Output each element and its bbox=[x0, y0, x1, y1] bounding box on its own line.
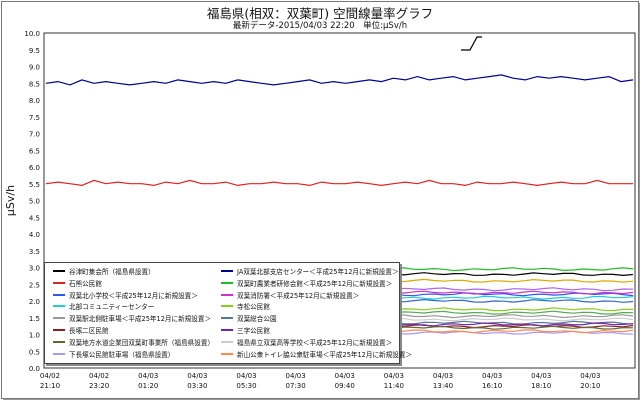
legend-label: 双葉町農業者研修会館＜平成25年12月に新規設置＞ bbox=[237, 279, 393, 288]
y-tick-label: 2.0 bbox=[29, 298, 40, 306]
legend-swatch bbox=[221, 317, 233, 320]
x-tick-date: 04/03 bbox=[580, 372, 600, 380]
y-tick-label: 3.0 bbox=[29, 265, 40, 273]
x-tick-time: 23:20 bbox=[89, 382, 109, 390]
legend-swatch bbox=[53, 329, 65, 331]
legend-label: 三字公民館 bbox=[237, 327, 270, 335]
x-tick-time: 21:10 bbox=[40, 382, 60, 390]
x-tick-date: 04/03 bbox=[335, 372, 355, 380]
x-tick-time: 20:10 bbox=[580, 382, 600, 390]
x-tick-time: 03:30 bbox=[187, 382, 207, 390]
legend-swatch bbox=[53, 270, 65, 272]
y-tick-label: 8.5 bbox=[29, 80, 40, 88]
y-tick-label: 4.5 bbox=[29, 214, 40, 222]
legend-label: 新山公衆トイレ脇公衆駐車場＜平成25年12月に新規設置＞ bbox=[237, 350, 413, 359]
x-tick-date: 04/03 bbox=[433, 372, 453, 380]
y-tick-label: 6.0 bbox=[29, 164, 40, 172]
y-tick-label: 1.0 bbox=[29, 332, 40, 340]
x-tick-time: 09:40 bbox=[335, 382, 355, 390]
y-tick-label: 7.0 bbox=[29, 131, 40, 139]
legend-swatch bbox=[53, 305, 65, 308]
x-tick-date: 04/02 bbox=[40, 372, 60, 380]
legend: 谷津町集会所（福島県設置） JA双葉北部支店センター＜平成25年12月に新規設置＞… bbox=[44, 262, 412, 364]
y-tick-label: 5.0 bbox=[29, 198, 40, 206]
legend-swatch bbox=[221, 305, 233, 308]
legend-label: 谷津町集会所（福島県設置） bbox=[69, 268, 155, 276]
legend-label: 寺松公民館 bbox=[237, 303, 270, 312]
x-tick-time: 16:10 bbox=[482, 382, 502, 390]
x-tick-time: 07:30 bbox=[286, 382, 306, 390]
legend-label: 石熊公民館 bbox=[69, 279, 102, 288]
legend-label: JA双葉北部支店センター＜平成25年12月に新規設置＞ bbox=[237, 268, 399, 276]
legend-swatch bbox=[221, 270, 233, 272]
legend-swatch bbox=[53, 317, 65, 320]
x-tick-time: 11:40 bbox=[384, 382, 404, 390]
x-tick-date: 04/03 bbox=[236, 372, 256, 380]
y-tick-label: 2.5 bbox=[29, 281, 40, 289]
legend-swatch bbox=[221, 293, 233, 296]
series-line-series-2 bbox=[45, 179, 633, 187]
legend-swatch bbox=[221, 352, 233, 355]
y-tick-label: 5.5 bbox=[29, 181, 40, 189]
legend-label: 北部コミュニティーセンター bbox=[69, 303, 155, 312]
legend-label: 双葉総合公園 bbox=[237, 315, 277, 324]
y-tick-label: 4.0 bbox=[29, 231, 40, 239]
legend-label: 双葉地方水道企業団双葉町事業所（福島県設置） bbox=[69, 338, 215, 347]
y-tick-label: 8.0 bbox=[29, 97, 40, 105]
x-tick-date: 04/03 bbox=[286, 372, 306, 380]
latest-update-marker bbox=[461, 36, 482, 51]
legend-swatch bbox=[221, 340, 233, 343]
y-axis-label: μSv/h bbox=[4, 185, 17, 216]
y-tick-label: 0.0 bbox=[29, 365, 40, 373]
chart-subtitle: 最新データ-2015/04/03 22:20 単位:μSv/h bbox=[232, 21, 408, 31]
y-tick-label: 6.5 bbox=[29, 147, 40, 155]
y-tick-label: 9.5 bbox=[29, 47, 40, 55]
legend-label: 長塚二区民館 bbox=[69, 327, 109, 335]
x-tick-date: 04/03 bbox=[482, 372, 502, 380]
x-tick-time: 05:30 bbox=[236, 382, 256, 390]
x-tick-date: 04/03 bbox=[384, 372, 404, 380]
legend-swatch bbox=[221, 329, 233, 331]
legend-swatch bbox=[221, 281, 233, 284]
legend-label: 双葉北小学校＜平成25年12月に新規設置＞ bbox=[69, 291, 198, 300]
y-tick-label: 10.0 bbox=[24, 30, 40, 38]
legend-label: 下長塚公民館駐車場（福島県設置） bbox=[69, 350, 175, 359]
legend-swatch bbox=[53, 340, 65, 343]
y-tick-label: 0.5 bbox=[29, 348, 40, 356]
legend-label: 双葉駅北側駐車場＜平成25年12月に新規設置＞ bbox=[69, 315, 212, 324]
legend-swatch bbox=[53, 352, 65, 355]
x-tick-time: 13:40 bbox=[433, 382, 453, 390]
x-tick-date: 04/03 bbox=[187, 372, 207, 380]
x-tick-date: 04/02 bbox=[89, 372, 109, 380]
chart-title: 福島県(相双：双葉町) 空間線量率グラフ bbox=[206, 6, 434, 21]
y-tick-label: 3.5 bbox=[29, 248, 40, 256]
legend-swatch bbox=[53, 281, 65, 284]
legend-swatch bbox=[53, 293, 65, 296]
y-tick-label: 7.5 bbox=[29, 114, 40, 122]
y-tick-label: 9.0 bbox=[29, 64, 40, 72]
legend-label: 福島県立双葉高等学校＜平成25年12月に新規設置＞ bbox=[237, 338, 393, 347]
legend-label: 双葉消防署＜平成25年12月に新規設置＞ bbox=[237, 291, 360, 300]
x-tick-date: 04/03 bbox=[138, 372, 158, 380]
series-line-series-1 bbox=[45, 74, 634, 86]
y-tick-label: 1.5 bbox=[29, 315, 40, 323]
x-tick-time: 18:10 bbox=[531, 382, 551, 390]
x-tick-date: 04/03 bbox=[531, 372, 551, 380]
x-tick-time: 01:20 bbox=[138, 382, 158, 390]
